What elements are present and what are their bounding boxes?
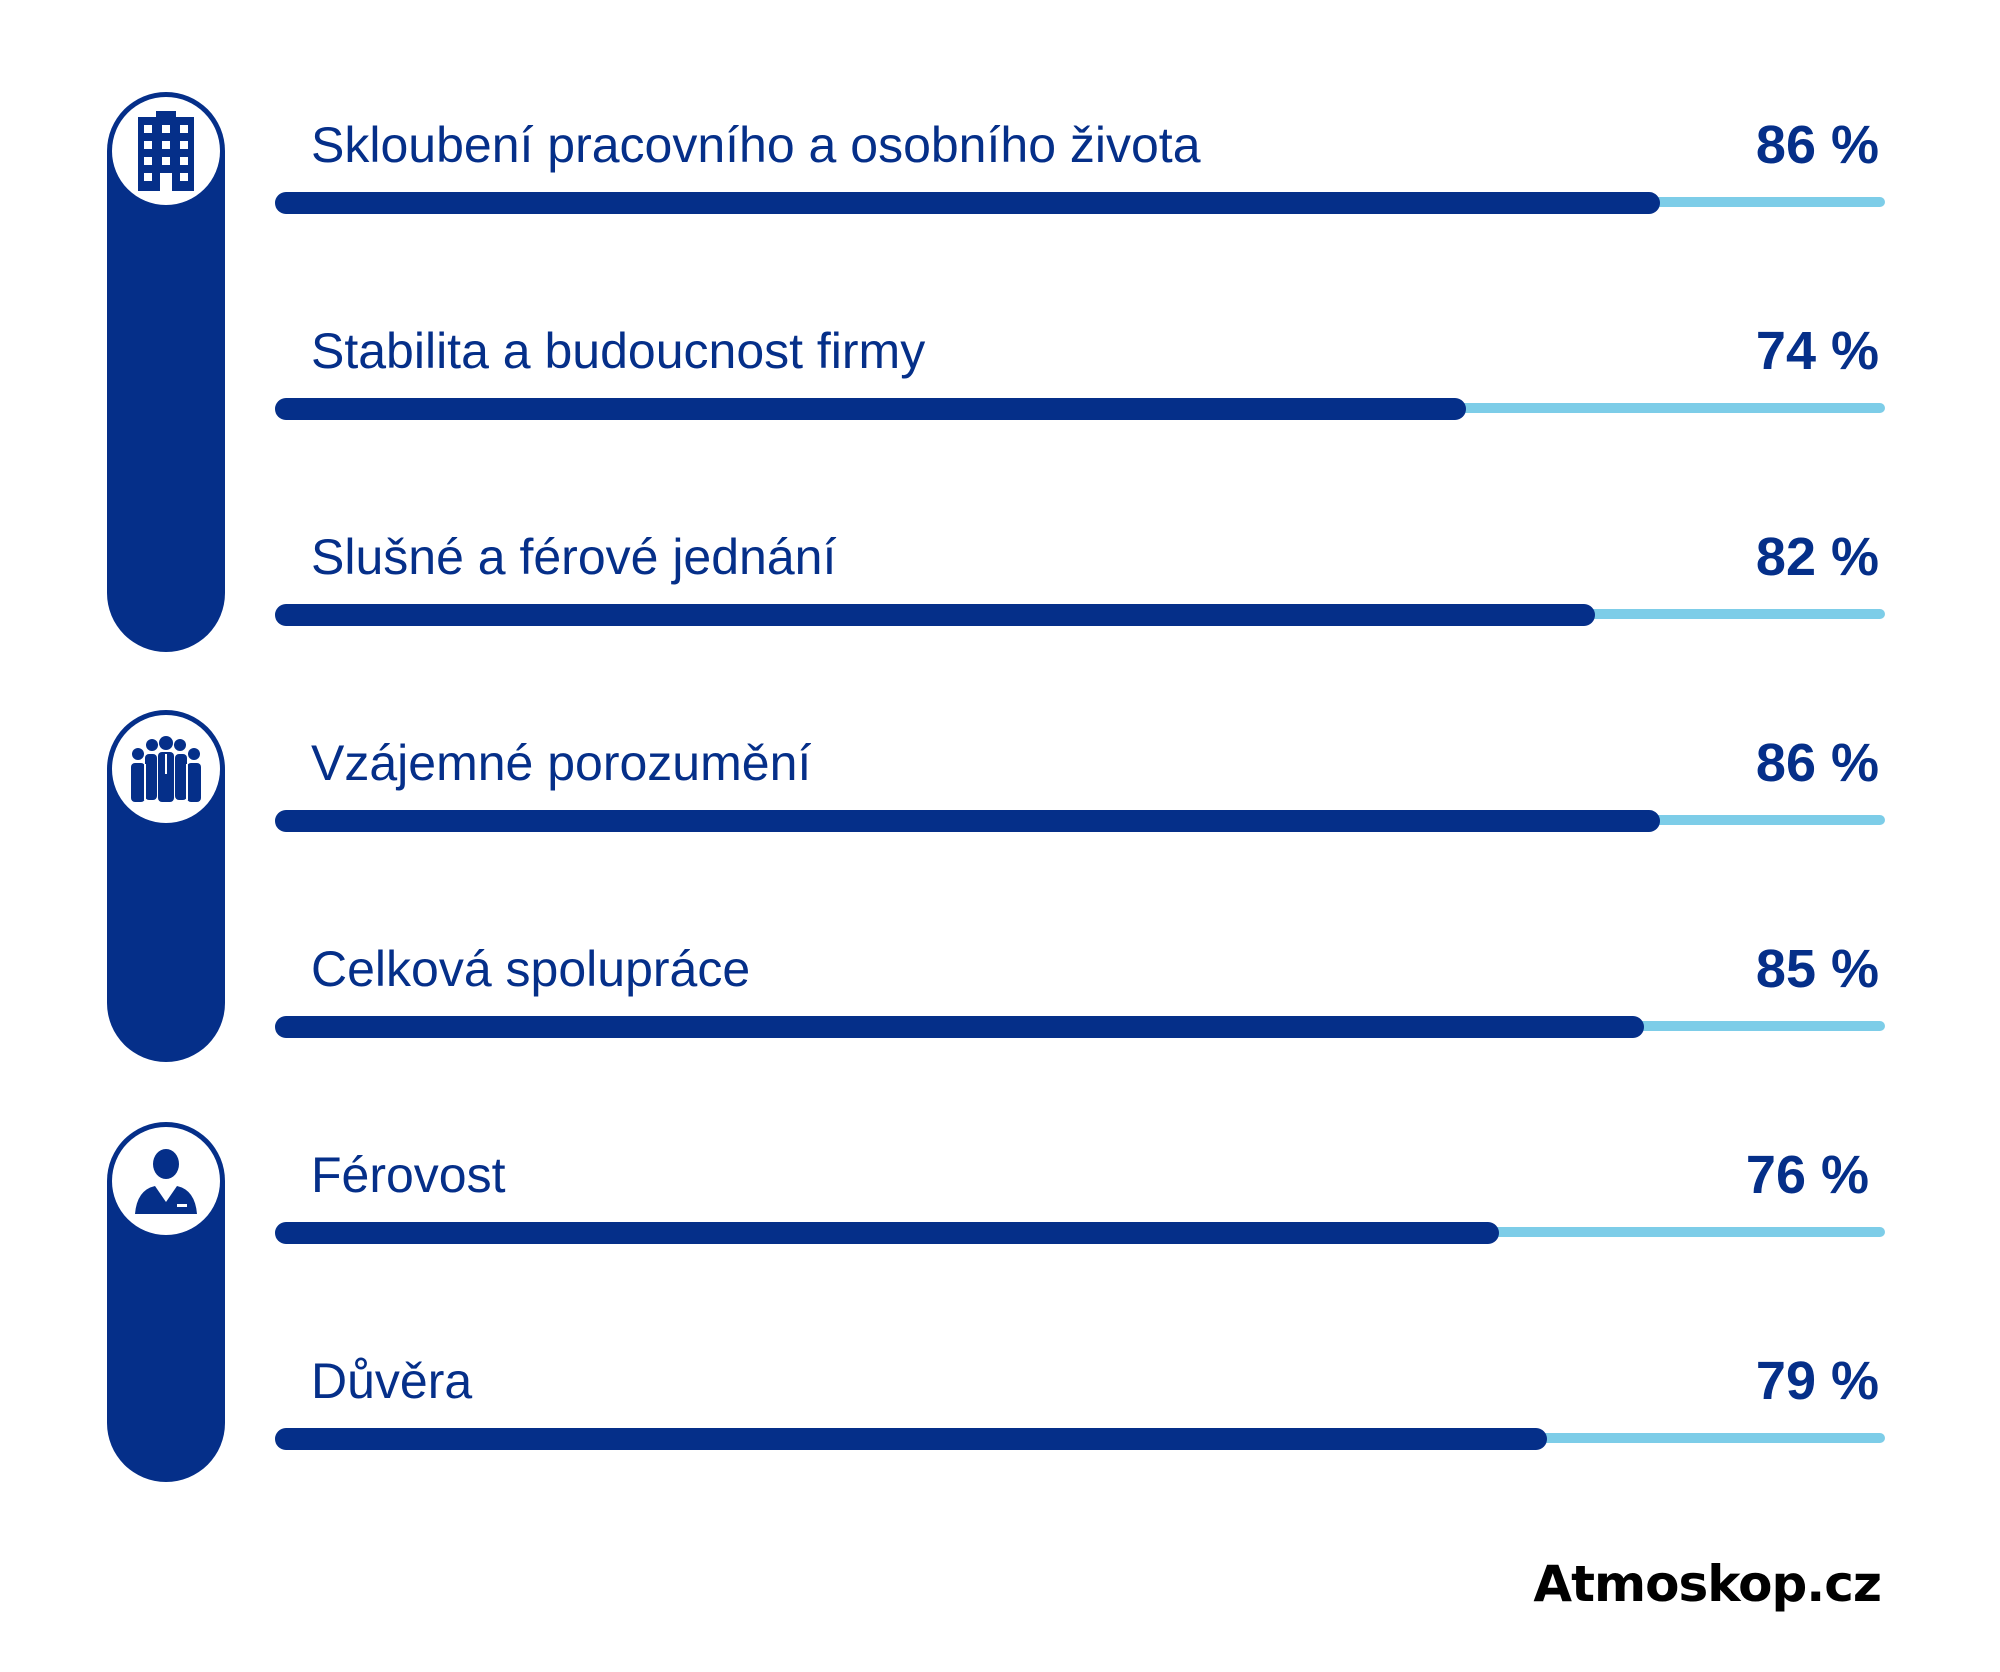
bar-value-label: 76 % bbox=[1745, 1145, 1869, 1205]
bar-row: Slušné a férové jednání 82 % bbox=[275, 522, 1885, 642]
bar-value-label: 79 % bbox=[1755, 1351, 1879, 1411]
bar bbox=[275, 1428, 1547, 1450]
bar-row: Celková spolupráce 85 % bbox=[275, 934, 1885, 1054]
manager-icon-circle bbox=[112, 1127, 220, 1235]
bar-label: Celková spolupráce bbox=[311, 941, 751, 997]
building-icon bbox=[138, 111, 194, 191]
bar bbox=[275, 1222, 1499, 1244]
group-pill-team bbox=[107, 710, 225, 1062]
bar-row: Vzájemné porozumění 86 % bbox=[275, 728, 1885, 848]
bar-row: Důvěra 79 % bbox=[275, 1346, 1885, 1466]
bar-label: Slušné a férové jednání bbox=[311, 529, 837, 585]
building-icon-circle bbox=[112, 97, 220, 205]
bar-value-label: 82 % bbox=[1755, 527, 1879, 587]
bar-label: Skloubení pracovního a osobního života bbox=[311, 117, 1201, 173]
bar bbox=[275, 192, 1660, 214]
bar-value-label: 86 % bbox=[1755, 733, 1879, 793]
bar-value-label: 86 % bbox=[1755, 115, 1879, 175]
group-pill-company bbox=[107, 92, 225, 652]
bar-label: Férovost bbox=[311, 1147, 506, 1203]
bar bbox=[275, 810, 1660, 832]
bar-row: Férovost 76 % bbox=[275, 1140, 1885, 1260]
bar bbox=[275, 1016, 1644, 1038]
brand-logo-text: Atmoskop.cz bbox=[1533, 1555, 1882, 1613]
bar-row: Stabilita a budoucnost firmy 74 % bbox=[275, 316, 1885, 436]
team-icon-circle bbox=[112, 715, 220, 823]
manager-icon bbox=[135, 1149, 197, 1214]
bar bbox=[275, 604, 1595, 626]
bar-label: Vzájemné porozumění bbox=[311, 735, 812, 791]
bar-row: Skloubení pracovního a osobního života 8… bbox=[275, 110, 1885, 230]
bar-value-label: 85 % bbox=[1755, 939, 1879, 999]
bar-label: Důvěra bbox=[311, 1353, 473, 1409]
bar bbox=[275, 398, 1466, 420]
bar-value-label: 74 % bbox=[1755, 321, 1879, 381]
bar-label: Stabilita a budoucnost firmy bbox=[311, 323, 926, 379]
team-icon bbox=[131, 736, 201, 802]
group-pill-manager bbox=[107, 1122, 225, 1482]
